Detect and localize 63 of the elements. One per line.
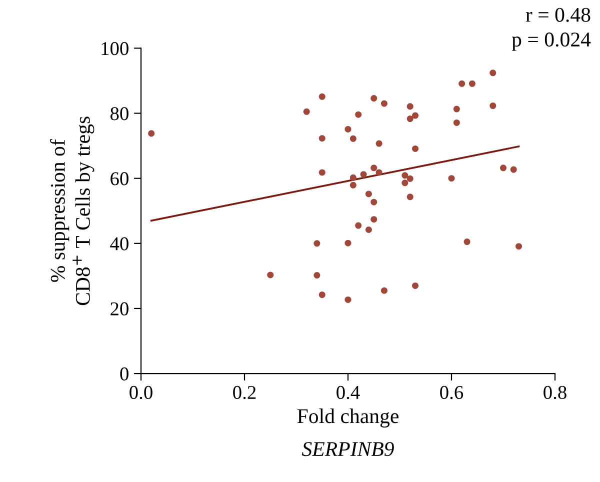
point — [406, 103, 414, 110]
x-tick-label: 0.6 — [440, 386, 464, 400]
point — [458, 80, 466, 87]
point — [516, 243, 522, 250]
x-tick-label: 0.4 — [336, 386, 360, 400]
point — [464, 238, 470, 246]
x-tick-label: 0.8 — [544, 386, 566, 400]
point — [453, 106, 460, 112]
point — [318, 93, 326, 100]
point — [380, 287, 388, 294]
point — [490, 102, 496, 110]
point — [365, 226, 372, 234]
point — [350, 182, 356, 188]
point — [412, 145, 419, 152]
point — [314, 272, 320, 279]
point — [360, 171, 367, 178]
point — [376, 140, 382, 147]
point — [490, 70, 496, 76]
point — [314, 240, 320, 247]
x-tick-label: 0.0 — [130, 386, 152, 400]
point — [370, 95, 378, 102]
y-axis-title: % suppression of CD8$^{+}$ T Cells by tregs — [50, 116, 94, 306]
point — [344, 240, 352, 246]
y-tick-label: 40 — [110, 237, 128, 250]
point — [355, 222, 362, 229]
point — [402, 180, 408, 186]
point — [318, 135, 326, 142]
point — [468, 80, 476, 87]
x-tick-label: 0.2 — [233, 386, 256, 400]
point — [370, 216, 378, 223]
point — [267, 272, 274, 278]
point — [344, 126, 352, 132]
point — [318, 292, 326, 298]
text: SERPINB9 — [302, 442, 394, 456]
point — [500, 164, 507, 172]
point — [148, 130, 155, 137]
point — [365, 190, 372, 198]
point — [303, 108, 310, 115]
point — [350, 174, 356, 181]
point — [355, 111, 362, 118]
y-tick-label: 100 — [102, 42, 128, 56]
point — [448, 175, 455, 182]
point — [350, 135, 356, 142]
point — [318, 169, 326, 176]
y-tick-label: 80 — [110, 107, 128, 120]
y-tick-label: 60 — [110, 172, 128, 186]
x-axis-title: Fold change — [297, 408, 398, 428]
point — [402, 172, 408, 179]
point — [370, 164, 378, 172]
point — [412, 282, 419, 289]
point — [510, 166, 517, 173]
y-tick-label: 0 — [120, 367, 128, 380]
annotation: r = 0.48 p = 0.024 — [512, 8, 591, 51]
point — [376, 169, 382, 176]
point — [370, 198, 378, 206]
point — [412, 112, 419, 119]
point — [380, 100, 388, 107]
y-tick-label: 20 — [110, 302, 128, 316]
point — [406, 116, 414, 122]
point — [453, 119, 460, 126]
point — [406, 175, 414, 182]
point — [344, 296, 352, 303]
point — [406, 194, 414, 200]
